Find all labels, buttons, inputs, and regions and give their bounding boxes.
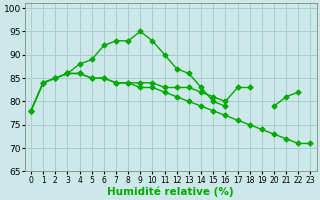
X-axis label: Humidité relative (%): Humidité relative (%) (108, 186, 234, 197)
